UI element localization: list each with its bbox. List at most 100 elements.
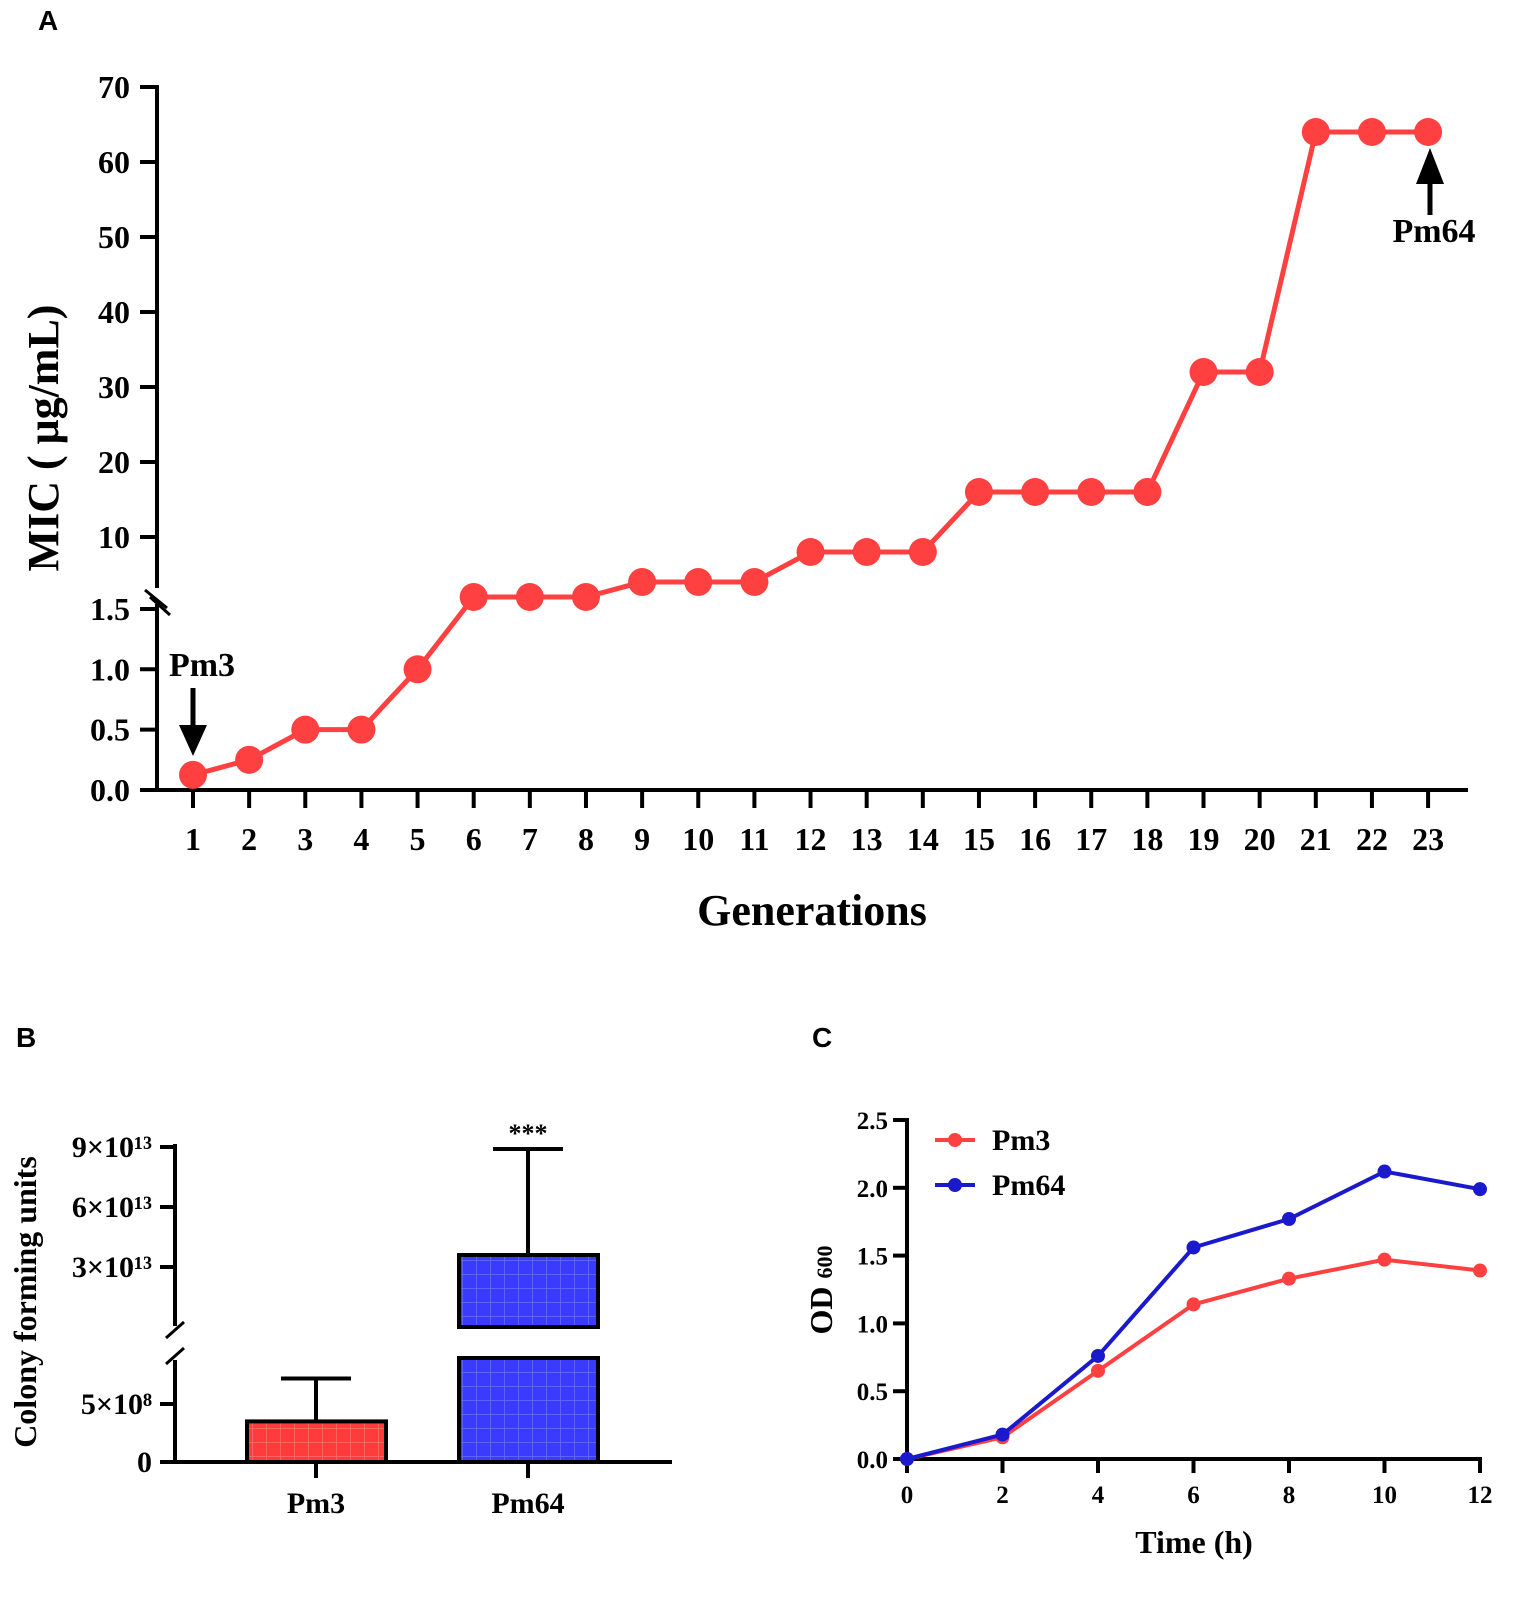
y-tick-label: 20 [98,444,130,480]
y-tick-label: 9×10¹³ [72,1131,152,1164]
y-axis-title: MIC ( μg/mL) [19,305,68,572]
legend-marker-pm3 [948,1133,962,1147]
x-tick-label: 22 [1356,821,1388,857]
y-tick-label: 1.5 [857,1244,888,1271]
data-point-pm64 [1282,1211,1296,1226]
x-tick-label: 5 [410,821,426,857]
x-tick-label: 6 [1187,1482,1200,1509]
arrow-down-icon [179,725,207,756]
bar-pm3 [245,1419,388,1465]
data-point [347,715,376,744]
series-line-pm64 [906,1169,1481,1461]
x-axis-title: Generations [697,886,927,935]
y-tick-label: 5×10⁸ [81,1388,152,1421]
data-point-pm3 [1091,1363,1105,1378]
panel-label-c: C [812,1022,832,1053]
panel-label-b: B [16,1022,36,1053]
x-tick-label: 19 [1188,821,1220,857]
x-tick-label: 16 [1019,821,1051,857]
data-point [740,568,769,596]
x-tick-label: 20 [1244,821,1276,857]
x-tick-label: 23 [1412,821,1444,857]
x-tick-label: 6 [466,821,482,857]
x-tick-label: 7 [522,821,538,857]
data-point-pm64 [900,1452,914,1466]
data-point [796,538,825,566]
data-point-pm64 [1091,1348,1105,1363]
chart-b: 0 5×10⁸ 3×10¹³ 6×10¹³ 9×10¹³ Pm3 Pm64 *** Colony… [7,1119,672,1520]
data-point [1357,118,1386,146]
series-line-pm3 [906,1257,1481,1461]
data-point [403,655,432,684]
x-tick-label: 12 [1468,1482,1493,1509]
data-point [235,745,264,774]
significance-label: *** [509,1119,548,1148]
chart-c: 0.0 0.5 1.0 1.5 2.0 2.5 0 2 4 6 8 10 12 Time (h) OD 600… [803,1108,1493,1560]
x-tick-label: 8 [578,821,594,857]
data-point [571,583,600,611]
y-tick-label: 60 [98,144,130,180]
data-point [459,583,488,611]
x-tick-label: 2 [241,821,257,857]
y-tick-label: 70 [98,69,130,105]
y-tick-label: 2.5 [857,1108,888,1135]
x-tick-label: 11 [739,821,769,857]
y-tick-label: 2.0 [857,1176,888,1203]
x-tick-label: 9 [634,821,650,857]
legend-label-pm3: Pm3 [992,1124,1050,1157]
data-point [852,538,881,566]
x-tick-label: Pm64 [491,1487,564,1520]
x-axis-title: Time (h) [1135,1524,1253,1560]
data-point-pm64 [1473,1182,1487,1197]
y-tick-label: 3×10¹³ [72,1251,152,1284]
data-point-pm3 [1186,1297,1201,1312]
x-tick-label: 13 [851,821,883,857]
y-tick-label: 0.5 [90,712,130,748]
x-tick-label: 8 [1283,1482,1296,1509]
legend-label-pm64: Pm64 [992,1169,1065,1202]
data-point-pm64 [1186,1240,1201,1255]
y-tick-label: 0.0 [857,1447,888,1474]
x-tick-label: 4 [353,821,369,857]
y-tick-label: 0 [137,1446,152,1479]
y-tick-label: 1.5 [90,591,130,627]
data-point-pm3 [1377,1252,1392,1267]
x-tick-label: 4 [1092,1482,1105,1509]
x-tick-label: 10 [1372,1482,1397,1509]
x-tick-label: 12 [795,821,827,857]
bar-break-gap [456,1329,601,1356]
data-point [1133,478,1162,506]
data-point [628,568,657,596]
panel-label-a: A [38,5,58,36]
y-axis-title: OD 600 [803,1246,839,1335]
data-point-pm64 [995,1427,1010,1442]
x-tick-label: 18 [1131,821,1163,857]
data-point [908,538,937,566]
y-tick-label: 1.0 [857,1311,888,1338]
annotation-pm3: Pm3 [169,647,235,684]
axis-break-mark [148,595,172,617]
x-tick-label: 17 [1075,821,1107,857]
x-tick-label: 1 [185,821,201,857]
data-point-pm3 [1282,1271,1296,1286]
y-tick-label: 0.0 [90,772,130,808]
axis-break-mark [165,1320,185,1340]
data-point [1077,478,1106,506]
x-tick-label: 2 [996,1482,1009,1509]
y-axis-title: Colony forming units [7,1156,43,1448]
data-point [515,583,544,611]
data-point [1021,478,1050,506]
y-tick-label: 30 [98,369,130,405]
y-tick-label: 40 [98,294,130,330]
bar-pm64-lower [457,1356,600,1464]
annotation-pm64: Pm64 [1392,213,1475,250]
data-point [1245,358,1274,386]
y-tick-label: 50 [98,219,130,255]
x-tick-label: 15 [963,821,995,857]
x-tick-label: Pm3 [287,1487,345,1520]
y-axis-title-main: OD [803,1287,839,1335]
x-tick-label: 10 [682,821,714,857]
axis-break-mark [165,1346,185,1366]
data-point-pm64 [1377,1164,1392,1179]
